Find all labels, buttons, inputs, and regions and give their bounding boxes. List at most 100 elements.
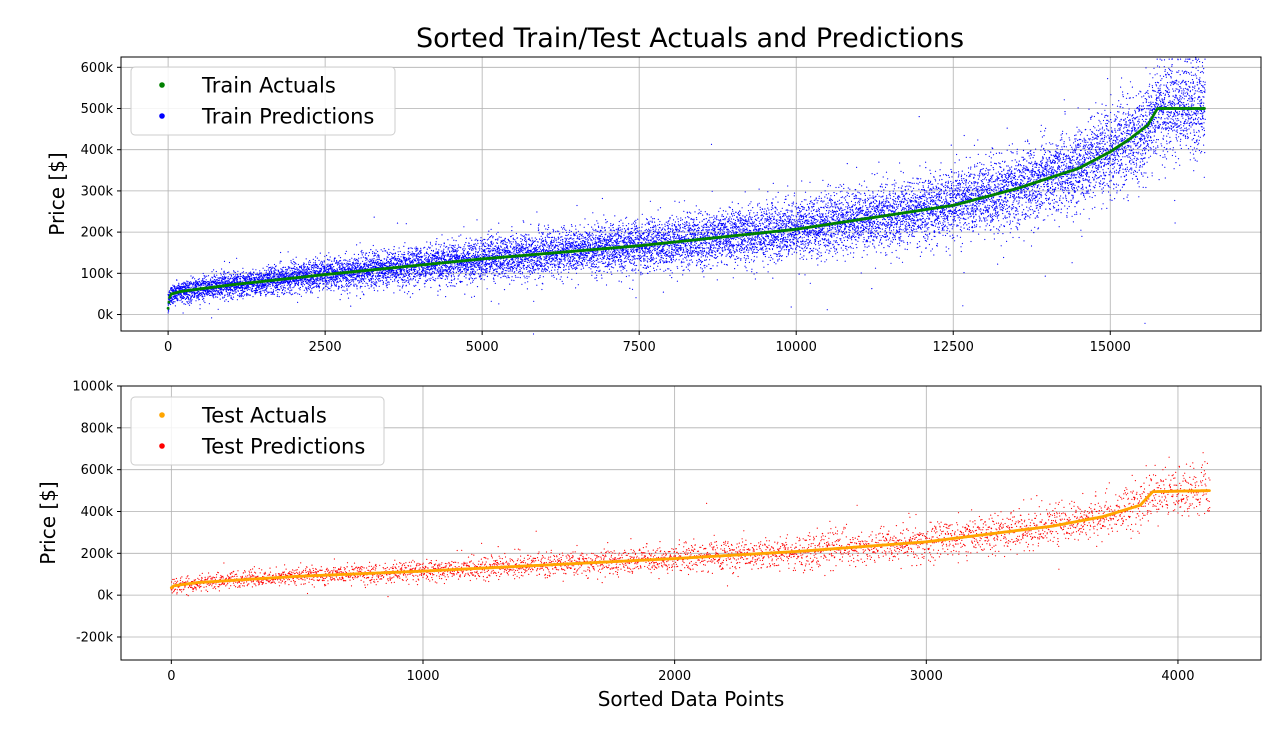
prediction-point	[464, 258, 465, 259]
prediction-point	[471, 268, 472, 269]
prediction-point	[291, 268, 292, 269]
prediction-point	[291, 283, 292, 284]
prediction-point	[385, 275, 386, 276]
prediction-point	[215, 277, 216, 278]
prediction-point	[473, 255, 474, 256]
prediction-point	[303, 269, 304, 270]
prediction-point	[354, 259, 355, 260]
prediction-point	[349, 280, 350, 281]
prediction-point	[303, 272, 304, 273]
prediction-point	[287, 269, 288, 270]
prediction-point	[409, 283, 410, 284]
prediction-point	[372, 263, 373, 264]
prediction-point	[409, 269, 410, 270]
prediction-point	[308, 267, 309, 268]
prediction-point	[380, 280, 381, 281]
prediction-point	[188, 301, 189, 302]
prediction-point	[288, 287, 289, 288]
prediction-point	[250, 287, 251, 288]
prediction-point	[374, 264, 375, 265]
prediction-point	[371, 282, 372, 283]
prediction-point	[185, 294, 186, 295]
prediction-point	[410, 273, 411, 274]
prediction-point	[477, 262, 478, 263]
prediction-point	[431, 250, 432, 251]
prediction-point	[274, 270, 275, 271]
prediction-point	[351, 273, 352, 274]
prediction-point	[234, 276, 235, 277]
prediction-point	[218, 292, 219, 293]
prediction-point	[341, 287, 342, 288]
prediction-point	[476, 219, 477, 220]
prediction-point	[352, 267, 353, 268]
prediction-point	[450, 263, 451, 264]
prediction-point	[443, 273, 444, 274]
prediction-point	[343, 286, 344, 287]
prediction-point	[432, 277, 433, 278]
prediction-point	[451, 251, 452, 252]
prediction-point	[315, 262, 316, 263]
prediction-point	[478, 251, 479, 252]
prediction-point	[475, 255, 476, 256]
prediction-point	[353, 277, 354, 278]
prediction-point	[425, 268, 426, 269]
prediction-point	[403, 263, 404, 264]
prediction-point	[370, 273, 371, 274]
prediction-point	[290, 270, 291, 271]
prediction-point	[456, 272, 457, 273]
prediction-point	[295, 292, 296, 293]
prediction-point	[410, 279, 411, 280]
prediction-point	[453, 251, 454, 252]
prediction-point	[301, 270, 302, 271]
prediction-point	[462, 264, 463, 265]
prediction-point	[307, 282, 308, 283]
prediction-point	[371, 261, 372, 262]
prediction-point	[474, 273, 475, 274]
prediction-point	[357, 265, 358, 266]
prediction-point	[274, 294, 275, 295]
prediction-point	[472, 248, 473, 249]
prediction-point	[445, 296, 446, 297]
prediction-point	[210, 282, 211, 283]
prediction-point	[361, 267, 362, 268]
prediction-point	[206, 276, 207, 277]
prediction-point	[396, 260, 397, 261]
prediction-point	[365, 286, 366, 287]
prediction-point	[226, 299, 227, 300]
prediction-point	[425, 255, 426, 256]
prediction-point	[198, 283, 199, 284]
prediction-point	[475, 248, 476, 249]
prediction-point	[266, 266, 267, 267]
prediction-point	[184, 303, 185, 304]
prediction-point	[219, 293, 220, 294]
prediction-point	[297, 275, 298, 276]
prediction-point	[428, 254, 429, 255]
prediction-point	[457, 269, 458, 270]
prediction-point	[454, 276, 455, 277]
prediction-point	[345, 264, 346, 265]
prediction-point	[311, 272, 312, 273]
prediction-point	[176, 280, 177, 281]
prediction-point	[203, 285, 204, 286]
prediction-point	[435, 243, 436, 244]
prediction-point	[453, 285, 454, 286]
prediction-point	[402, 277, 403, 278]
prediction-point	[247, 294, 248, 295]
prediction-point	[248, 285, 249, 286]
prediction-point	[235, 274, 236, 275]
prediction-point	[301, 267, 302, 268]
prediction-point	[327, 284, 328, 285]
prediction-point	[268, 277, 269, 278]
prediction-point	[465, 248, 466, 249]
prediction-point	[269, 278, 270, 279]
prediction-point	[378, 273, 379, 274]
prediction-point	[293, 275, 294, 276]
prediction-point	[264, 276, 265, 277]
prediction-point	[370, 278, 371, 279]
prediction-point	[447, 255, 448, 256]
prediction-point	[415, 279, 416, 280]
prediction-point	[391, 274, 392, 275]
prediction-point	[359, 277, 360, 278]
prediction-point	[402, 254, 403, 255]
prediction-point	[473, 269, 474, 270]
